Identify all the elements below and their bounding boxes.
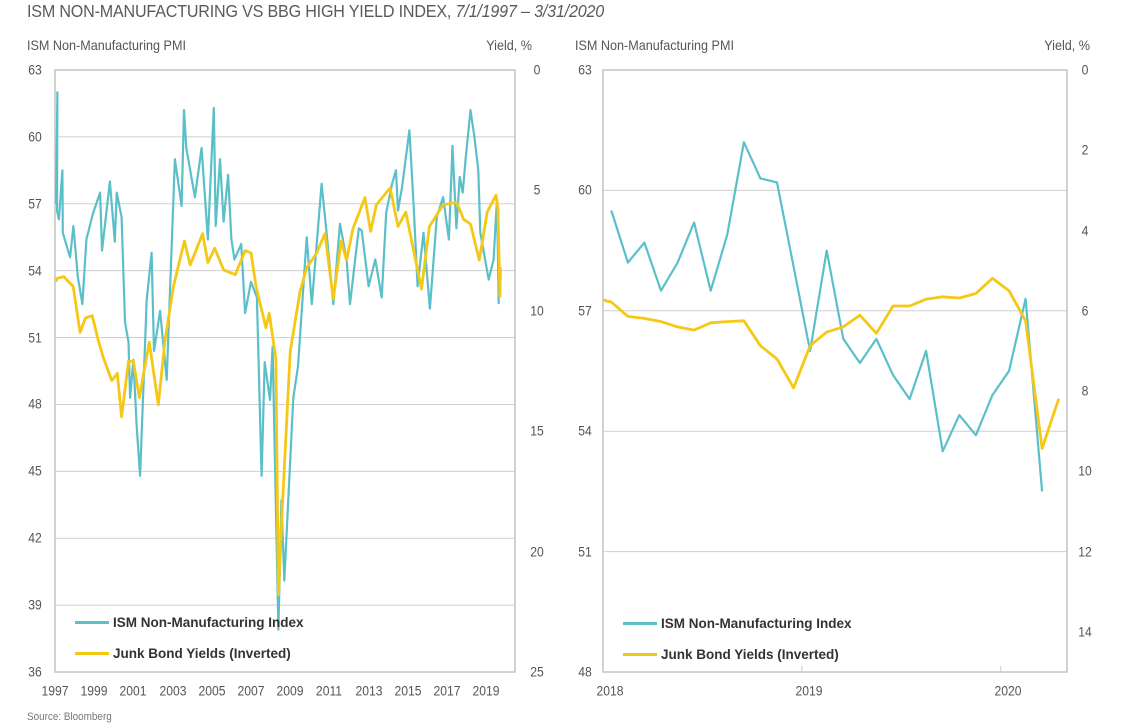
right-chart-y2-axis-title: Yield, % — [1044, 37, 1090, 53]
right-y2-tick-label: 8 — [1081, 383, 1089, 399]
title-main: ISM NON-MANUFACTURING VS BBG HIGH YIELD … — [27, 1, 452, 21]
right-plot-border — [602, 69, 1068, 673]
left-x-tick-label: 2011 — [316, 683, 343, 699]
left-legend-yield: Junk Bond Yields (Inverted) — [75, 646, 291, 661]
right-y2-tick-label: 6 — [1081, 303, 1089, 319]
legend-swatch-ism — [75, 621, 109, 624]
legend-label-ism: ISM Non-Manufacturing Index — [113, 615, 304, 630]
right-legend-yield: Junk Bond Yields (Inverted) — [623, 647, 839, 662]
right-chart-y-axis-title: ISM Non-Manufacturing PMI — [575, 37, 734, 53]
left-x-tick-label: 2009 — [276, 683, 304, 699]
right-x-tick-label: 2019 — [795, 683, 823, 699]
left-chart-y-axis-title: ISM Non-Manufacturing PMI — [27, 37, 186, 53]
legend-label-yield: Junk Bond Yields (Inverted) — [661, 647, 839, 662]
left-x-tick-label: 2007 — [237, 683, 265, 699]
right-legend-ism: ISM Non-Manufacturing Index — [623, 616, 852, 631]
right-y-tick-label: 60 — [578, 182, 592, 198]
left-y-tick-label: 57 — [28, 196, 42, 212]
left-x-tick-label: 1999 — [80, 683, 108, 699]
right-y2-tick-label: 12 — [1078, 544, 1092, 560]
left-y-tick-label: 60 — [28, 129, 42, 145]
left-x-tick-label: 2001 — [119, 683, 147, 699]
left-y-tick-label: 36 — [28, 664, 42, 680]
right-ism-line — [610, 141, 1044, 492]
left-y-tick-label: 54 — [28, 263, 42, 279]
left-x-tick-label: 2003 — [159, 683, 187, 699]
left-y2-tick-label: 10 — [530, 303, 544, 319]
left-legend-ism: ISM Non-Manufacturing Index — [75, 615, 304, 630]
right-yield-line — [602, 276, 1061, 450]
left-plot-border — [54, 69, 516, 673]
left-y2-tick-label: 25 — [530, 664, 544, 680]
right-y2-tick-label: 2 — [1081, 142, 1089, 158]
legend-swatch-yield — [623, 653, 657, 656]
right-y2-tick-label: 10 — [1078, 463, 1092, 479]
left-y-tick-label: 51 — [28, 330, 42, 346]
left-x-tick-label: 2005 — [198, 683, 226, 699]
right-y2-tick-label: 4 — [1081, 223, 1089, 239]
left-yield-line — [54, 186, 502, 597]
left-chart-y2-axis-title: Yield, % — [486, 37, 532, 53]
right-y2-tick-label: 0 — [1081, 62, 1089, 78]
left-y-tick-label: 42 — [28, 530, 42, 546]
left-x-tick-label: 2019 — [472, 683, 500, 699]
left-y-tick-label: 39 — [28, 597, 42, 613]
right-y-tick-label: 48 — [578, 664, 592, 680]
right-x-tick-label: 2018 — [596, 683, 624, 699]
left-y2-tick-label: 20 — [530, 544, 544, 560]
left-y2-tick-label: 15 — [530, 423, 544, 439]
right-y2-tick-label: 14 — [1078, 624, 1092, 640]
title-date-range: 7/1/1997 – 3/31/2020 — [455, 1, 605, 21]
right-y-tick-label: 63 — [578, 62, 592, 78]
right-x-tick-label: 2020 — [994, 683, 1022, 699]
left-y-tick-label: 48 — [28, 396, 42, 412]
legend-label-yield: Junk Bond Yields (Inverted) — [113, 646, 291, 661]
left-x-tick-label: 2015 — [394, 683, 422, 699]
legend-swatch-yield — [75, 652, 109, 655]
legend-label-ism: ISM Non-Manufacturing Index — [661, 616, 852, 631]
left-y-tick-label: 63 — [28, 62, 42, 78]
left-y2-tick-label: 0 — [533, 62, 541, 78]
right-y-tick-label: 57 — [578, 303, 592, 319]
left-x-tick-label: 1997 — [41, 683, 69, 699]
left-y-tick-label: 45 — [28, 463, 42, 479]
legend-swatch-ism — [623, 622, 657, 625]
left-x-tick-label: 2013 — [355, 683, 383, 699]
right-y-tick-label: 51 — [578, 544, 592, 560]
left-x-tick-label: 2017 — [433, 683, 461, 699]
right-y-tick-label: 54 — [578, 423, 592, 439]
left-ism-line — [54, 91, 500, 631]
chart-title: ISM NON-MANUFACTURING VS BBG HIGH YIELD … — [27, 1, 604, 22]
left-y2-tick-label: 5 — [533, 182, 541, 198]
source-note: Source: Bloomberg — [27, 711, 112, 723]
